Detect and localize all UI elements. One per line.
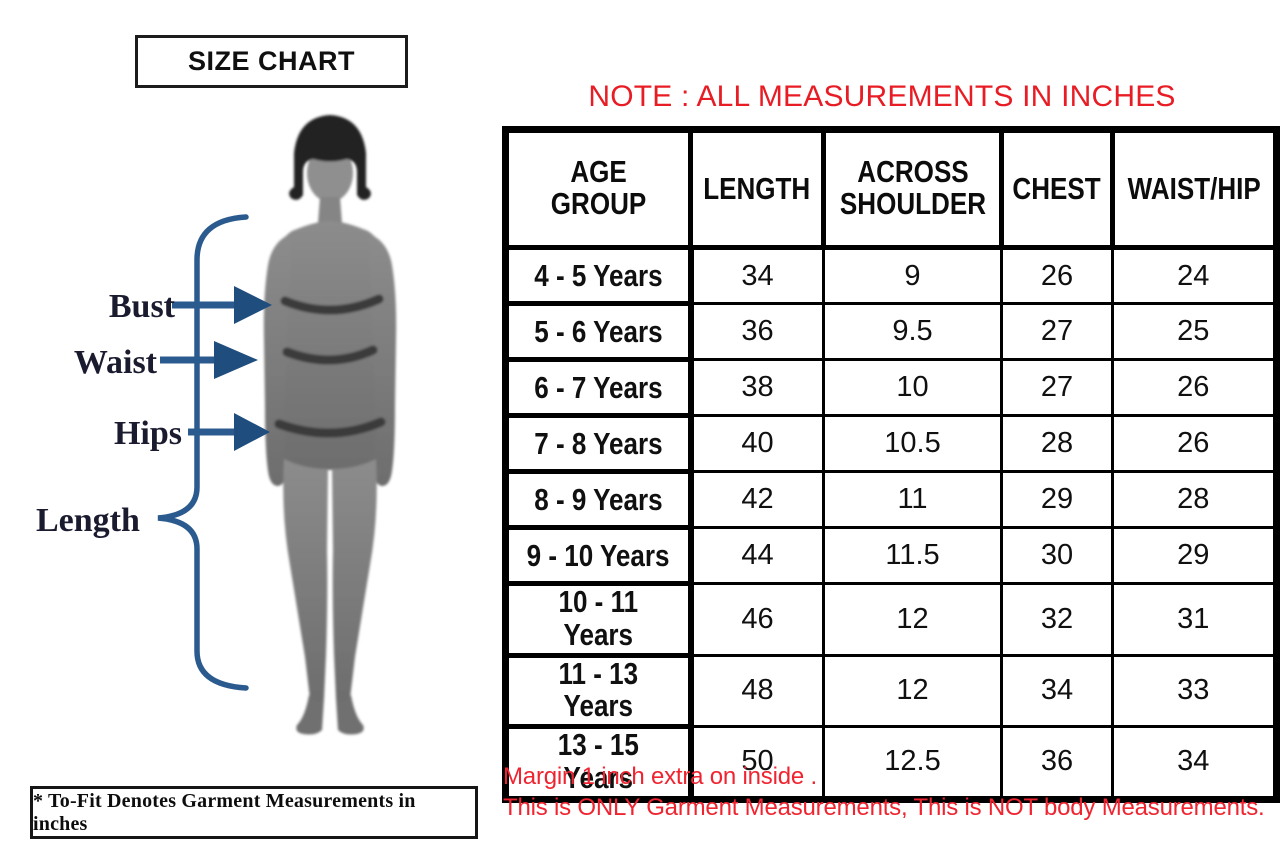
measurement-cell: 36: [1000, 725, 1114, 801]
measurement-cell: 28: [1000, 414, 1114, 473]
measurement-cell: 38: [689, 358, 825, 417]
length-label: Length: [36, 502, 140, 539]
measurement-cell: 12: [821, 582, 1004, 657]
age-group-cell: 7 - 8 Years: [501, 413, 694, 474]
measurement-cell: 11.5: [821, 526, 1004, 585]
measurement-cell: 40: [689, 414, 825, 473]
bust-label: Bust: [109, 288, 176, 325]
table-row: 11 - 13 Years 48 12 34 33: [501, 652, 1279, 730]
size-table: AGE GROUP LENGTH ACROSS SHOULDER CHEST W…: [501, 126, 1280, 803]
measurement-cell: 26: [1110, 414, 1279, 473]
measurement-cell: 42: [689, 470, 825, 529]
measurement-cell: 44: [689, 526, 825, 585]
measurement-cell: 27: [1000, 302, 1114, 361]
measurement-cell: 9: [821, 246, 1004, 305]
hips-band: [274, 417, 386, 438]
measurement-cell: 10: [821, 358, 1004, 417]
measurement-cell: 32: [1000, 582, 1114, 657]
table-row: 7 - 8 Years 40 10.5 28 26: [501, 413, 1279, 474]
bust-arrow-icon: [172, 286, 272, 324]
table-row: 13 - 15 Years 50 12.5 36 34: [501, 724, 1279, 802]
measurement-cell: 24: [1110, 246, 1279, 305]
measurement-cell: 46: [689, 582, 825, 657]
age-group-cell: 11 - 13 Years: [501, 652, 694, 730]
table-header-row: AGE GROUP LENGTH ACROSS SHOULDER CHEST W…: [502, 127, 1280, 250]
table-row: 5 - 6 Years 36 9.5 27 25: [501, 301, 1279, 362]
age-group-cell: 5 - 6 Years: [501, 301, 694, 362]
age-group-cell: 4 - 5 Years: [501, 245, 694, 306]
measurement-cell: 34: [1000, 653, 1114, 729]
measurement-cell: 25: [1110, 302, 1279, 361]
tofit-footnote: * To-Fit Denotes Garment Measurements in…: [33, 789, 416, 835]
measurement-cell: 29: [1110, 526, 1279, 585]
measurement-cell: 36: [689, 302, 825, 361]
bust-band: [280, 294, 384, 315]
measurement-cell: 10.5: [821, 414, 1004, 473]
right-leg: [332, 459, 377, 703]
measurement-cell: 50: [689, 725, 825, 801]
left-leg: [283, 459, 328, 703]
right-foot: [336, 695, 364, 735]
hips-label: Hips: [114, 415, 182, 452]
age-group-cell: 10 - 11 Years: [501, 581, 694, 658]
age-group-cell: 8 - 9 Years: [501, 469, 694, 530]
tofit-footnote-box: * To-Fit Denotes Garment Measurements in…: [30, 786, 478, 839]
measurement-cell: 12.5: [821, 725, 1004, 801]
waist-arrow-icon: [160, 341, 258, 379]
measurement-cell: 31: [1110, 582, 1279, 657]
table-row: 8 - 9 Years 42 11 29 28: [501, 469, 1279, 530]
measurement-cell: 34: [689, 246, 825, 305]
measurement-cell: 26: [1000, 246, 1114, 305]
age-group-cell: 9 - 10 Years: [501, 525, 694, 586]
length-brace-icon: [157, 214, 249, 691]
table-row: 4 - 5 Years 34 9 26 24: [501, 245, 1279, 306]
torso: [271, 221, 389, 470]
measurement-cell: 26: [1110, 358, 1279, 417]
table-row: 9 - 10 Years 44 11.5 30 29: [501, 525, 1279, 586]
size-chart-title-box: SIZE CHART: [135, 35, 408, 88]
measurement-cell: 27: [1000, 358, 1114, 417]
table-row: 6 - 7 Years 38 10 27 26: [501, 357, 1279, 418]
measurements-note: NOTE : ALL MEASUREMENTS IN INCHES: [588, 80, 1176, 113]
measurement-cell: 28: [1110, 470, 1279, 529]
table-row: 10 - 11 Years 46 12 32 31: [501, 581, 1279, 658]
measurement-cell: 34: [1110, 725, 1279, 801]
hips-arrow-icon: [188, 413, 270, 451]
size-chart-title: SIZE CHART: [188, 46, 355, 76]
column-header-length: LENGTH: [688, 127, 826, 250]
margin-note-line2: This is ONLY Garment Measurements, This …: [503, 794, 1265, 821]
column-header-chest: CHEST: [999, 127, 1115, 250]
figure-illustration: Bust Waist Hips Length: [36, 115, 397, 735]
waist-band: [282, 345, 378, 365]
age-group-cell: 6 - 7 Years: [501, 357, 694, 418]
measurement-cell: 11: [821, 470, 1004, 529]
left-foot: [296, 695, 324, 735]
measurement-cell: 29: [1000, 470, 1114, 529]
hair: [289, 115, 371, 200]
margin-note: Margin 1 inch extra on inside . This is …: [503, 761, 1265, 823]
column-header-across-shoulder: ACROSS SHOULDER: [820, 127, 1005, 250]
age-group-cell: 13 - 15 Years: [501, 724, 694, 802]
measurement-cell: 30: [1000, 526, 1114, 585]
neck: [318, 197, 342, 226]
measurement-cell: 9.5: [821, 302, 1004, 361]
measurement-cell: 33: [1110, 653, 1279, 729]
column-header-waist-hip: WAIST/HIP: [1109, 127, 1280, 250]
measurement-cell: 12: [821, 653, 1004, 729]
child-silhouette: [263, 115, 397, 735]
margin-note-line1: Margin 1 inch extra on inside .: [503, 763, 817, 790]
measurement-cell: 48: [689, 653, 825, 729]
column-header-age-group: AGE GROUP: [502, 127, 694, 250]
waist-label: Waist: [74, 344, 158, 381]
